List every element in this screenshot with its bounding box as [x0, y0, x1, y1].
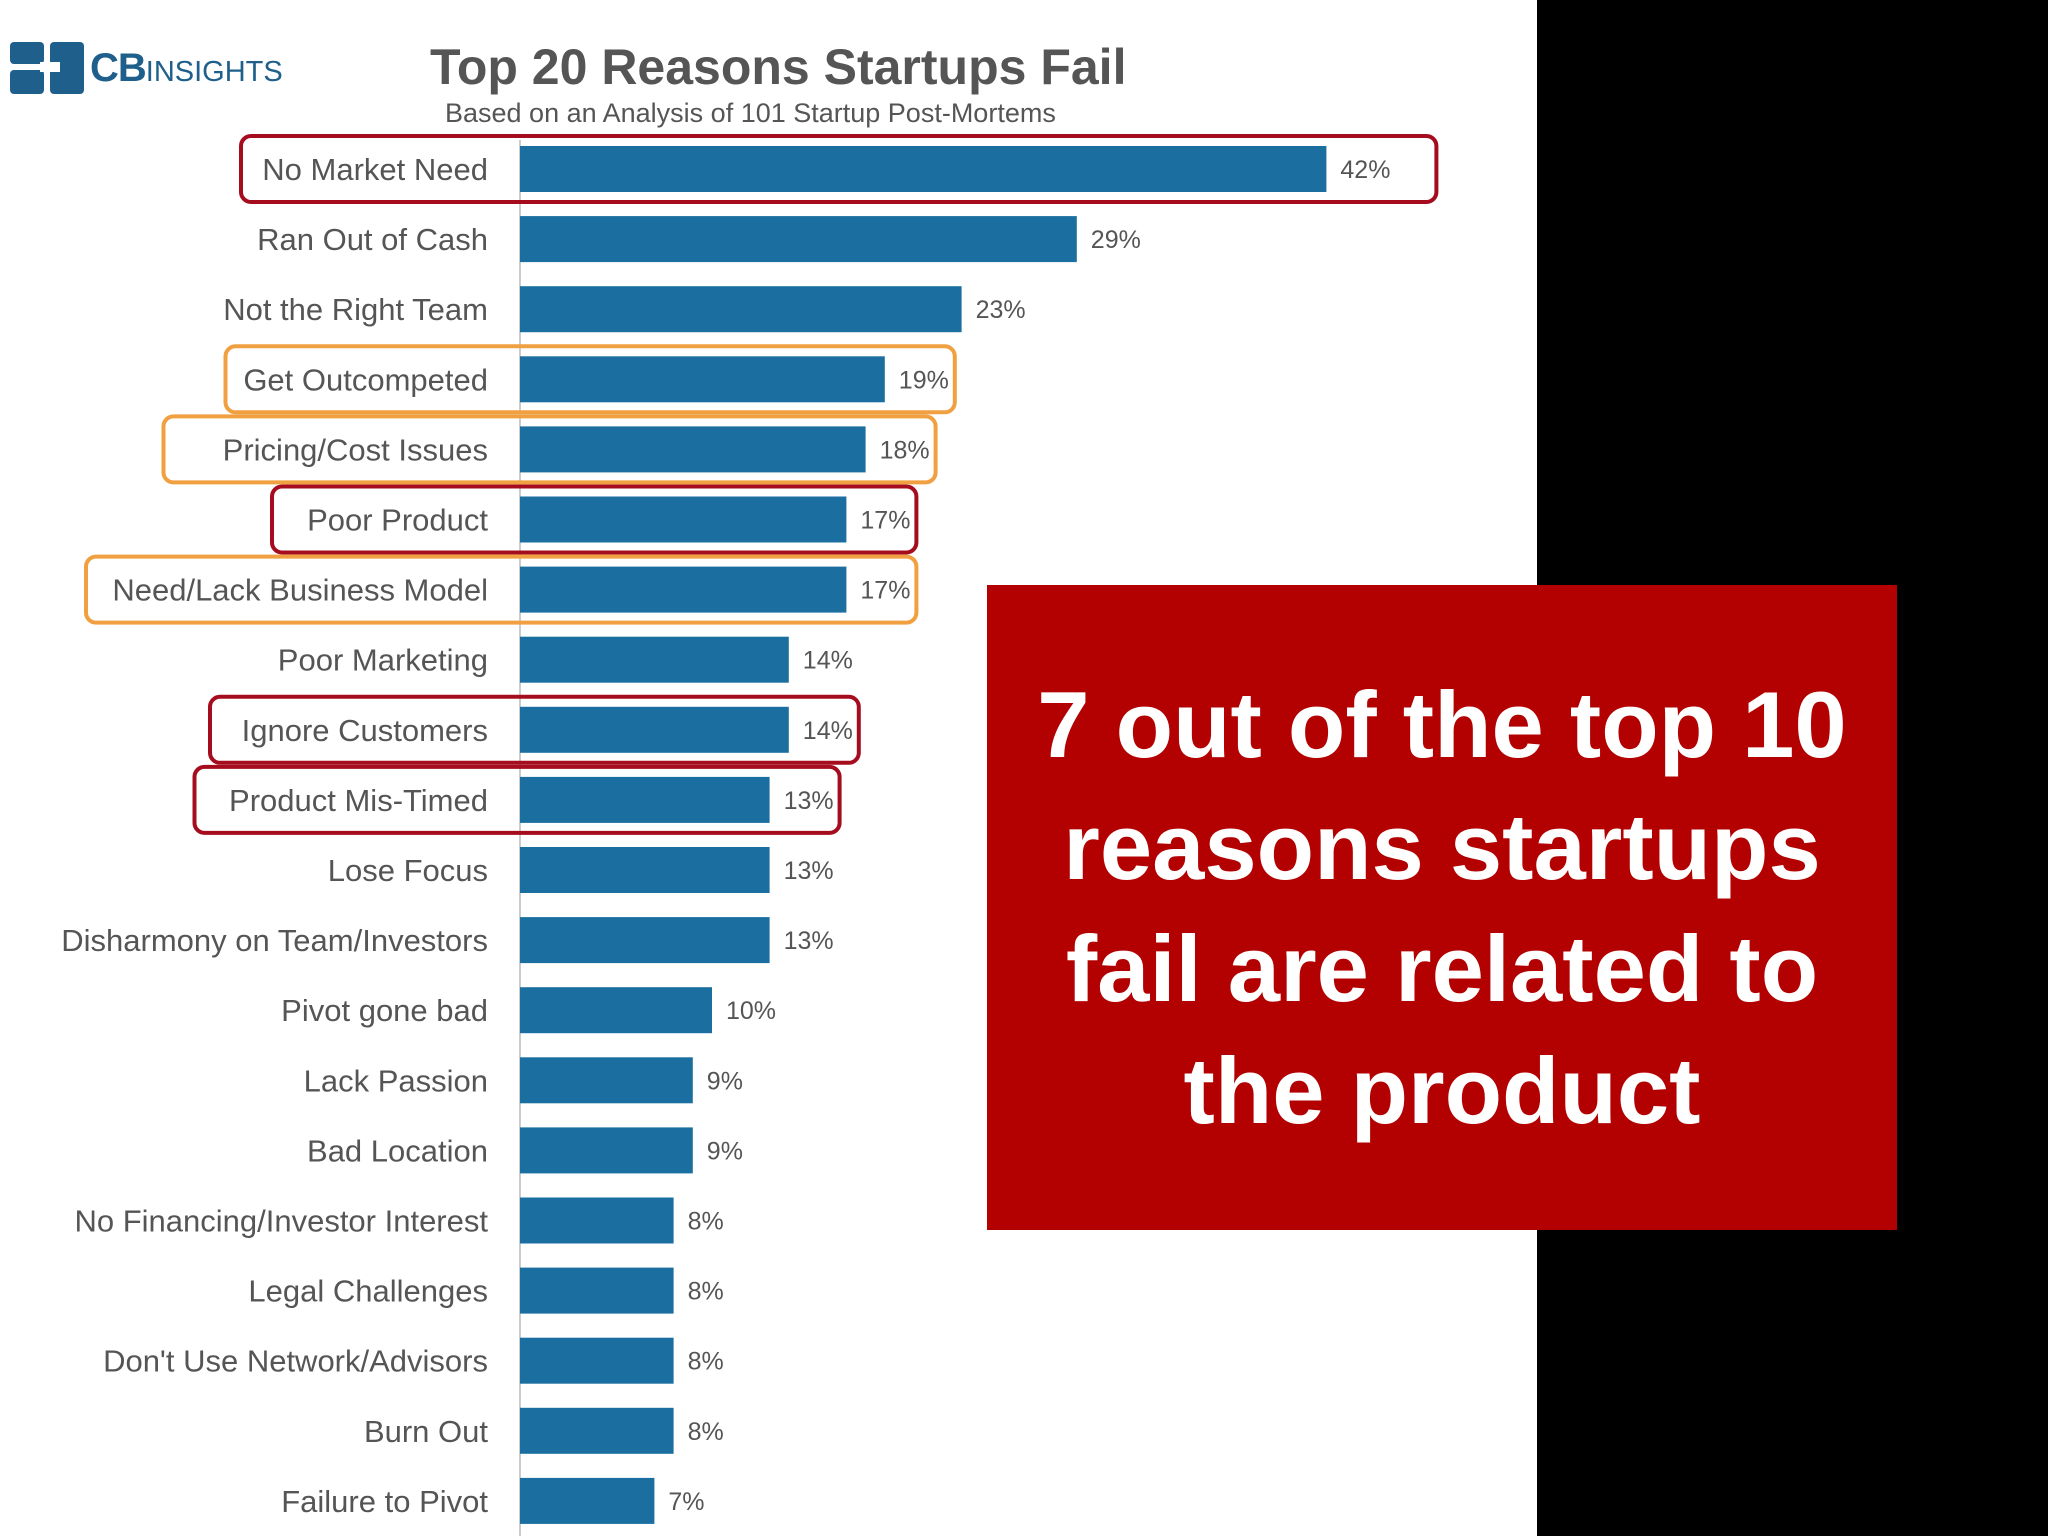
bar [520, 636, 789, 683]
value-label: 17% [860, 507, 910, 535]
bar [520, 216, 1077, 263]
category-label: Pivot gone bad [281, 993, 488, 1028]
category-label: No Market Need [262, 152, 488, 187]
bar [520, 1337, 674, 1384]
category-label: Don't Use Network/Advisors [103, 1344, 488, 1379]
chart-title: Top 20 Reasons Startups Fail [430, 39, 1127, 95]
bar [520, 426, 866, 473]
bar [520, 1127, 693, 1174]
bar [520, 496, 847, 543]
bar [520, 356, 885, 403]
bar [520, 917, 770, 964]
bar [520, 847, 770, 893]
category-label: Bad Location [307, 1133, 488, 1168]
value-label: 13% [784, 857, 834, 885]
category-label: No Financing/Investor Interest [74, 1204, 488, 1239]
bar [520, 286, 962, 333]
value-label: 14% [803, 717, 853, 745]
category-label: Legal Challenges [248, 1274, 488, 1309]
bar [520, 566, 847, 613]
value-label: 7% [668, 1488, 704, 1516]
value-label: 9% [707, 1137, 743, 1165]
logo-text-bold: CB [90, 45, 147, 90]
highlight-box [239, 134, 1439, 204]
category-label: Ran Out of Cash [257, 222, 488, 257]
value-label: 19% [899, 366, 949, 394]
highlight-box [270, 484, 919, 555]
value-label: 8% [688, 1418, 724, 1446]
bar [520, 1197, 674, 1244]
value-label: 23% [976, 296, 1026, 324]
bar [520, 146, 1327, 192]
cb-insights-logo: CBINSIGHTS [10, 40, 283, 96]
value-label: 42% [1340, 156, 1390, 184]
chart-subtitle: Based on an Analysis of 101 Startup Post… [445, 98, 1056, 128]
callout-text: 7 out of the top 10 reasons startups fai… [1037, 671, 1847, 1143]
highlight-box [223, 344, 957, 415]
category-label: Get Outcompeted [243, 362, 488, 397]
category-label: Not the Right Team [223, 292, 488, 327]
value-label: 14% [803, 647, 853, 675]
value-label: 29% [1091, 226, 1141, 254]
callout-box: 7 out of the top 10 reasons startups fai… [987, 585, 1897, 1230]
bar [520, 776, 770, 823]
value-label: 13% [784, 787, 834, 815]
highlight-box [192, 764, 842, 835]
highlight-box [208, 694, 861, 765]
category-label: Poor Marketing [278, 643, 488, 678]
value-label: 17% [860, 577, 910, 605]
category-label: Disharmony on Team/Investors [61, 923, 488, 958]
logo-text-light: INSIGHTS [145, 55, 283, 88]
bar [520, 1267, 674, 1314]
category-label: Lack Passion [304, 1063, 488, 1098]
value-label: 8% [688, 1278, 724, 1306]
highlight-box [161, 414, 938, 485]
bar [520, 706, 789, 753]
bar [520, 1407, 674, 1454]
category-label: Poor Product [307, 503, 488, 538]
bar [520, 1477, 655, 1524]
bar [520, 1057, 693, 1104]
value-label: 10% [726, 997, 776, 1025]
value-label: 13% [784, 927, 834, 955]
category-label: Burn Out [364, 1414, 488, 1449]
category-label: Product Mis-Timed [229, 783, 488, 818]
category-label: Pricing/Cost Issues [223, 432, 488, 467]
category-label: Need/Lack Business Model [112, 573, 488, 608]
bar [520, 987, 712, 1034]
cb-insights-logo-icon [10, 42, 86, 94]
category-label: Failure to Pivot [281, 1484, 488, 1519]
value-label: 18% [880, 436, 930, 464]
value-label: 8% [688, 1348, 724, 1376]
category-label: Lose Focus [328, 853, 488, 888]
value-label: 9% [707, 1067, 743, 1095]
highlight-box [84, 554, 919, 625]
bar-chart: No Market Need 42% Ran Out of Cash 29% Not t… [61, 134, 1439, 1536]
category-label: Ignore Customers [242, 713, 488, 748]
value-label: 8% [688, 1208, 724, 1236]
